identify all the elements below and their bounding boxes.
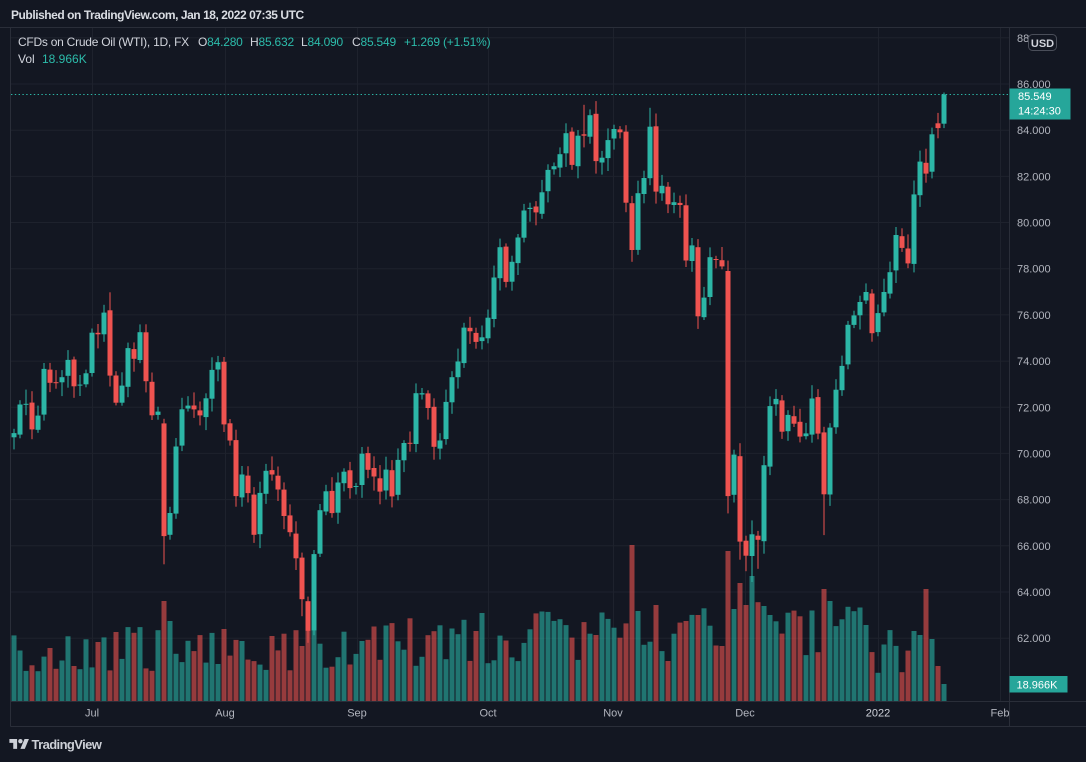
svg-text:Jul: Jul [85, 708, 99, 720]
svg-text:84.000: 84.000 [1017, 125, 1051, 137]
svg-text:85.549: 85.549 [1018, 91, 1052, 103]
svg-text:Aug: Aug [215, 708, 235, 720]
svg-text:Nov: Nov [603, 708, 623, 720]
svg-text:80.000: 80.000 [1017, 218, 1051, 230]
svg-text:C85.549: C85.549 [352, 35, 396, 49]
svg-text:L84.090: L84.090 [301, 35, 344, 49]
svg-text:18.966K: 18.966K [1017, 680, 1059, 692]
svg-text:Sep: Sep [347, 708, 367, 720]
svg-text:Published on TradingView.com,: Published on TradingView.com, Jan 18, 20… [11, 8, 304, 22]
svg-text:66.000: 66.000 [1017, 541, 1051, 553]
svg-text:14:24:30: 14:24:30 [1018, 106, 1061, 118]
svg-text:62.000: 62.000 [1017, 633, 1051, 645]
svg-text:64.000: 64.000 [1017, 587, 1051, 599]
svg-text:USD: USD [1031, 38, 1054, 50]
svg-text:CFDs on Crude Oil (WTI), 1D, F: CFDs on Crude Oil (WTI), 1D, FX [18, 35, 189, 49]
svg-text:74.000: 74.000 [1017, 356, 1051, 368]
svg-text:Oct: Oct [479, 708, 496, 720]
svg-text:86.000: 86.000 [1017, 79, 1051, 91]
svg-text:70.000: 70.000 [1017, 448, 1051, 460]
svg-text:68.000: 68.000 [1017, 495, 1051, 507]
svg-text:72.000: 72.000 [1017, 402, 1051, 414]
svg-text:2022: 2022 [866, 708, 890, 720]
svg-text:82.000: 82.000 [1017, 171, 1051, 183]
svg-text:18.966K: 18.966K [42, 52, 87, 66]
svg-text:Feb: Feb [991, 708, 1010, 720]
svg-text:Dec: Dec [735, 708, 755, 720]
svg-text:76.000: 76.000 [1017, 310, 1051, 322]
svg-text:H85.632: H85.632 [250, 35, 294, 49]
svg-text:TradingView: TradingView [32, 737, 103, 752]
svg-text:O84.280: O84.280 [198, 35, 243, 49]
svg-text:+1.269 (+1.51%): +1.269 (+1.51%) [404, 35, 491, 49]
svg-text:Vol: Vol [18, 52, 35, 66]
svg-text:78.000: 78.000 [1017, 264, 1051, 276]
